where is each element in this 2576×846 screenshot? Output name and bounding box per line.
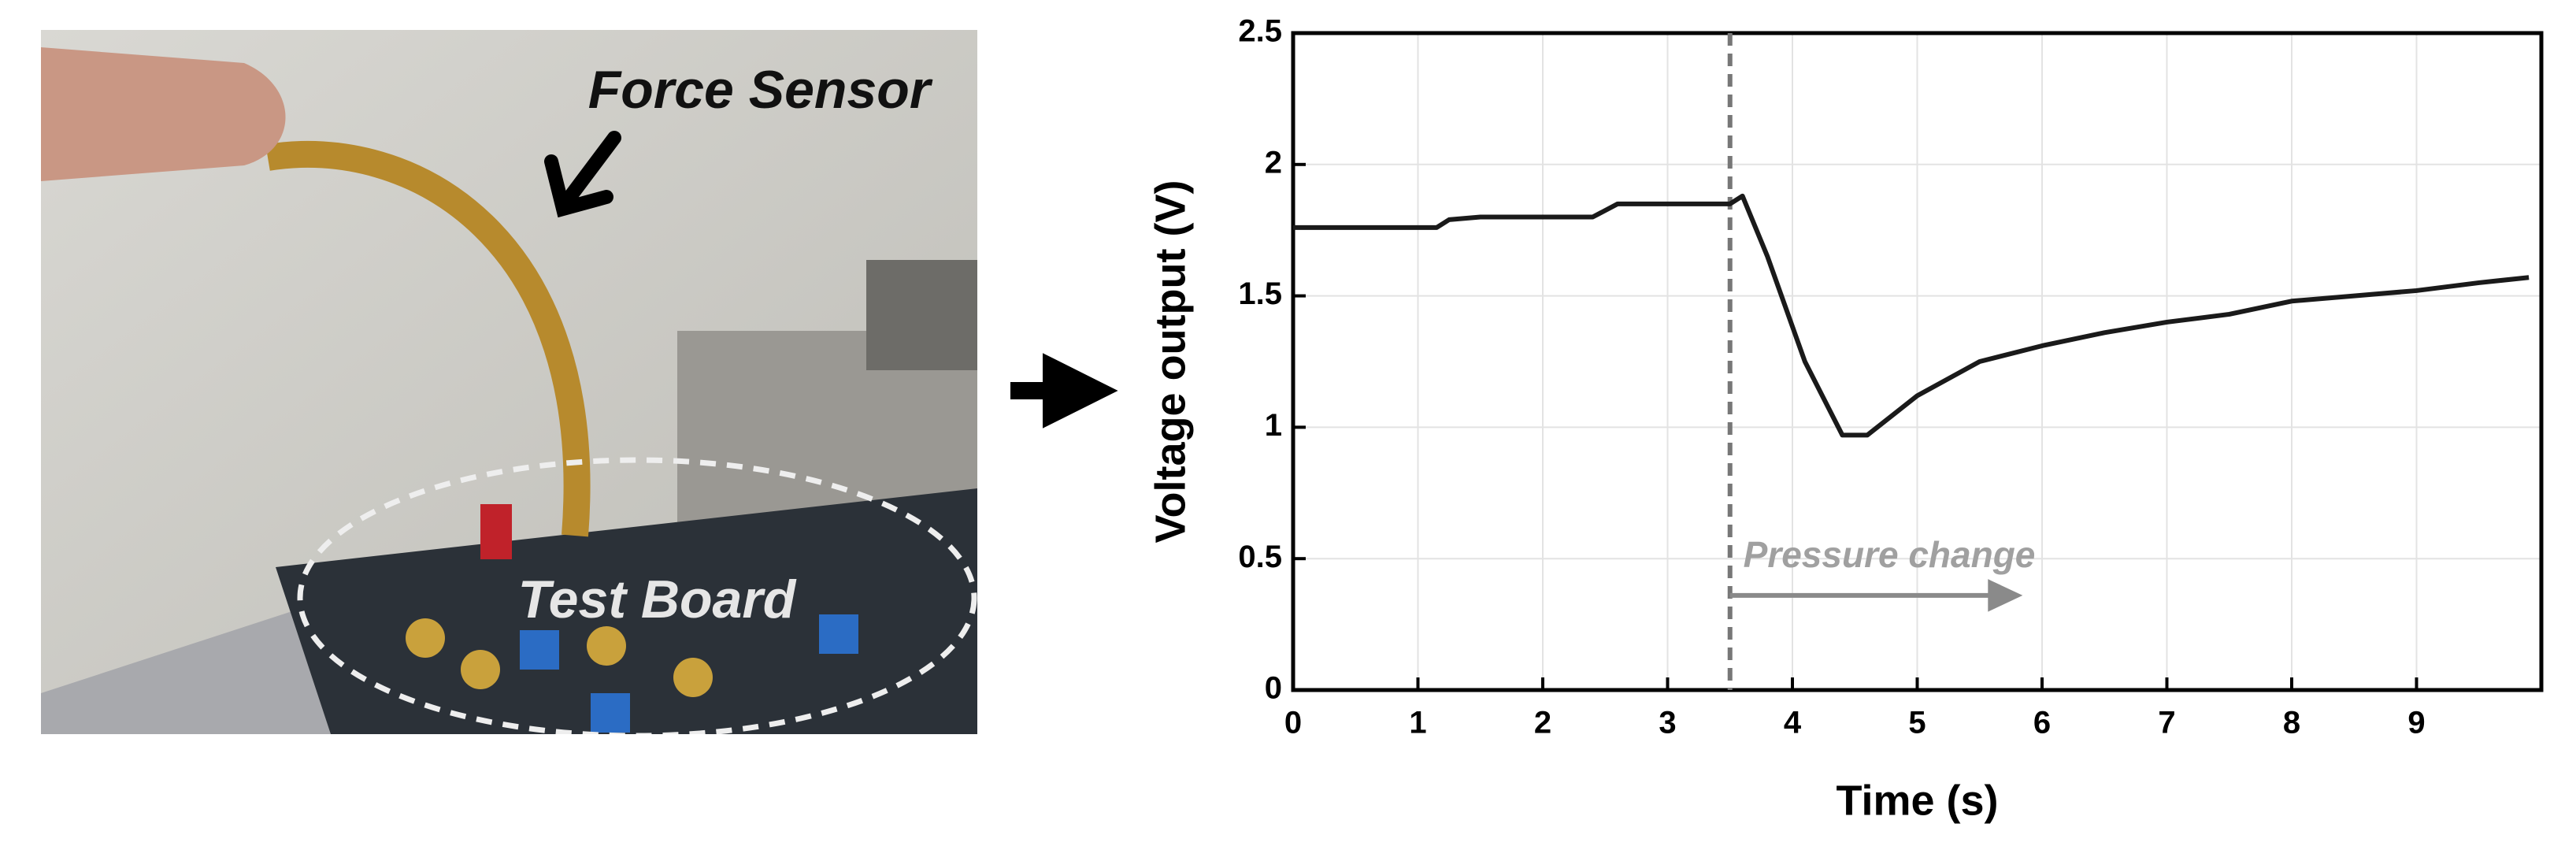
y-tick-label: 2.5 xyxy=(1238,14,1282,49)
sensor-strip xyxy=(265,140,591,537)
flow-arrow xyxy=(1010,353,1118,429)
x-tick-label: 8 xyxy=(2283,706,2300,740)
x-tick-label: 1 xyxy=(1409,706,1426,740)
y-tick-label: 2 xyxy=(1265,145,1282,180)
x-tick-label: 5 xyxy=(1908,706,1926,740)
data-line xyxy=(1293,193,2530,438)
board-outline xyxy=(297,457,977,734)
y-tick-label: 0.5 xyxy=(1238,540,1282,574)
x-axis-label: Time (s) xyxy=(1836,777,1998,824)
x-tick-label: 7 xyxy=(2158,706,2175,740)
chart: 0 0.5 1 1.5 2 2.5 0 1 2 3 4 5 6 7 8 9 Time (s) Voltage ou… xyxy=(1147,14,2544,824)
y-tick-label: 0 xyxy=(1265,671,1282,706)
annotation-text: Pressure change xyxy=(1744,534,2036,575)
sensor-pointer xyxy=(544,131,621,218)
annotation-arrow xyxy=(1729,579,2023,612)
y-tick-label: 1.5 xyxy=(1238,276,1282,311)
x-tick-label: 4 xyxy=(1784,706,1802,740)
component xyxy=(480,504,512,559)
photo-label: Force Sensor xyxy=(588,60,933,120)
y-axis-label: Voltage output (V) xyxy=(1147,180,1194,544)
x-tick-label: 6 xyxy=(2033,706,2051,740)
finger xyxy=(41,47,286,181)
equipment xyxy=(866,260,977,370)
y-tick-label: 1 xyxy=(1265,408,1282,443)
board xyxy=(276,488,977,734)
components xyxy=(520,614,858,733)
plot-frame xyxy=(1291,31,2544,692)
photo: Force Sensor Test Board xyxy=(41,30,977,734)
x-tick-label: 0 xyxy=(1284,706,1302,740)
photo-label: Test Board xyxy=(518,570,797,629)
x-tick-label: 2 xyxy=(1534,706,1551,740)
x-tick-label: 3 xyxy=(1659,706,1676,740)
x-tick-label: 9 xyxy=(2407,706,2425,740)
connectors xyxy=(406,618,713,697)
